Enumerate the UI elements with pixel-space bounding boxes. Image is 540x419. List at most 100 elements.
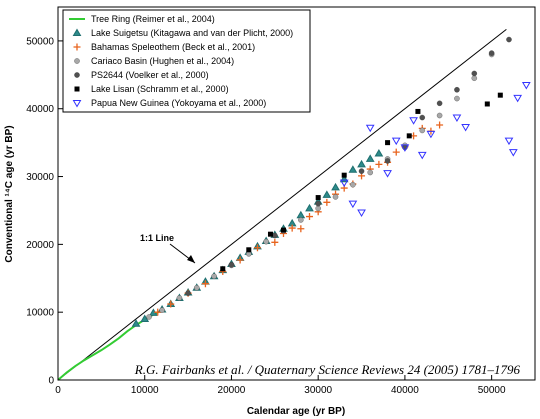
data-point	[358, 168, 365, 174]
data-point	[454, 86, 460, 93]
data-point	[415, 108, 421, 114]
data-point	[246, 247, 252, 253]
data-point	[400, 144, 410, 152]
data-point	[436, 121, 444, 129]
legend-label: Lake Lisan (Schramm et al., 2000)	[91, 84, 229, 94]
legend-label: Bahamas Speleothem (Beck et al., 2001)	[91, 42, 255, 52]
data-point	[409, 117, 418, 125]
data-point	[452, 114, 462, 123]
data-point	[176, 295, 183, 301]
data-point	[508, 149, 518, 157]
y-tick-label: 30000	[26, 172, 54, 183]
data-point	[375, 160, 383, 168]
data-point	[306, 213, 314, 221]
data-point	[385, 140, 391, 146]
x-tick-label: 20000	[218, 385, 246, 396]
one-to-one-line	[57, 28, 507, 381]
data-point	[348, 165, 358, 173]
data-point	[348, 200, 358, 209]
data-point	[365, 154, 375, 162]
data-point	[365, 124, 375, 133]
data-point	[296, 210, 306, 219]
plot-frame	[57, 6, 536, 381]
legend-swatch	[72, 28, 82, 36]
data-point	[384, 158, 391, 164]
data-point	[471, 70, 478, 77]
data-point	[159, 307, 165, 313]
legend-swatch	[74, 86, 80, 92]
x-tick-label: 40000	[391, 385, 419, 396]
data-point	[220, 266, 226, 272]
y-tick-label: 20000	[26, 240, 54, 251]
data-point	[288, 224, 296, 232]
data-point	[461, 124, 470, 132]
data-point	[471, 75, 478, 81]
data-point	[263, 238, 269, 245]
data-point	[521, 81, 531, 90]
legend-box	[62, 9, 311, 113]
data-point	[323, 198, 331, 206]
data-point	[419, 114, 426, 121]
data-point	[504, 137, 514, 146]
data-point	[167, 300, 175, 308]
data-point	[350, 181, 356, 188]
data-point	[297, 225, 305, 233]
one-to-one-segment	[57, 28, 507, 381]
data-point	[272, 232, 278, 239]
data-point	[417, 151, 427, 160]
data-point	[367, 169, 373, 176]
legend: Tree Ring (Reimer et al., 2004) Lake Suig…	[62, 9, 311, 113]
legend-label: Papua New Guinea (Yokoyama et al., 2000)	[91, 98, 266, 108]
legend-swatch	[73, 43, 81, 51]
data-point	[267, 231, 273, 237]
x-tick-label: 0	[55, 385, 61, 396]
y-tick-label: 50000	[26, 36, 54, 47]
data-point	[315, 205, 321, 212]
data-point	[436, 112, 443, 119]
data-point	[484, 101, 490, 107]
data-point	[154, 308, 162, 316]
x-tick-label: 50000	[478, 385, 506, 396]
data-point	[426, 130, 436, 139]
x-tick-label: 10000	[131, 385, 159, 396]
data-point	[280, 227, 286, 233]
annotation-arrow-head	[187, 255, 195, 263]
data-point	[374, 148, 384, 157]
data-point	[339, 179, 349, 188]
data-point	[391, 137, 401, 146]
axes: 0 10000 20000 30000 40000 50000 0 10000 20000 300…	[26, 36, 506, 396]
y-tick-label: 40000	[26, 104, 54, 115]
legend-label: Lake Suigetsu (Kitagawa and van der Plic…	[91, 28, 293, 38]
data-point	[253, 244, 261, 252]
data-point	[406, 133, 412, 139]
legend-label: Tree Ring (Reimer et al., 2004)	[91, 14, 215, 24]
data-point	[146, 314, 152, 320]
data-point	[298, 217, 304, 223]
data-point	[497, 92, 503, 98]
legend-label: Cariaco Basin (Hughen et al., 2004)	[91, 56, 234, 66]
x-axis-title: Calendar age (yr BP)	[247, 406, 345, 417]
data-point	[454, 95, 460, 102]
data-point	[315, 195, 321, 201]
data-point	[419, 127, 426, 134]
one-to-one-annotation: 1:1 Line	[140, 233, 196, 264]
data-point	[332, 194, 339, 200]
data-point	[315, 200, 321, 207]
data-point	[383, 170, 392, 178]
data-point	[305, 203, 314, 212]
data-point	[436, 100, 443, 107]
citation: R.G. Fairbanks et al. / Quaternary Scien…	[134, 362, 521, 377]
data-point	[211, 273, 217, 279]
x-tick-label: 30000	[304, 385, 332, 396]
legend-label: PS2644 (Voelker et al., 2000)	[91, 70, 209, 80]
data-point	[228, 261, 235, 268]
data-point	[185, 290, 191, 296]
series-6	[339, 81, 531, 217]
y-tick-label: 10000	[26, 308, 54, 319]
data-point	[513, 94, 523, 103]
data-point	[131, 319, 141, 327]
data-point	[322, 190, 332, 198]
data-point	[271, 238, 279, 246]
data-point	[194, 285, 200, 291]
